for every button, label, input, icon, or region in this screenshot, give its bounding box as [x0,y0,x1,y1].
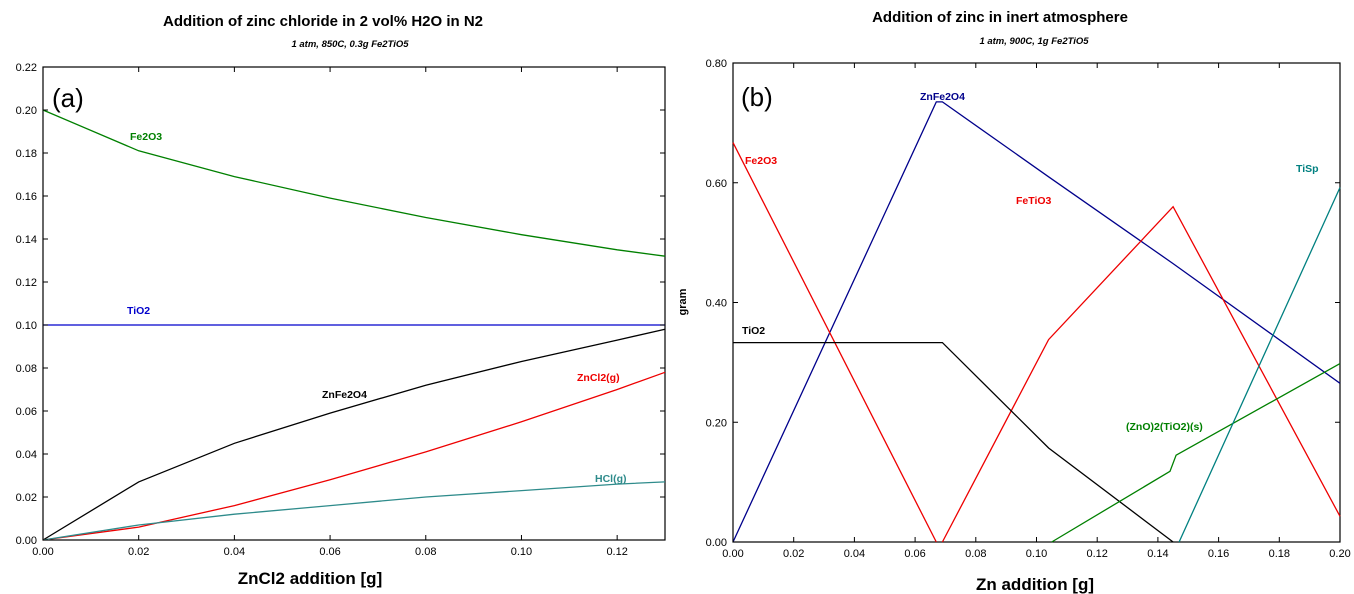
chart-b-x-axis-label-text: Zn addition [g] [976,575,1094,594]
chart-a-y-tick-label: 0.02 [16,492,37,504]
chart-a-x-tick-label: 0.12 [606,546,627,558]
label-a-fe2o3: Fe2O3 [130,131,162,143]
chart-a-x-tick-label: 0.04 [224,546,245,558]
label-b-fetio3: FeTiO3 [1016,195,1052,207]
label-b-tisp: TiSp [1296,163,1319,175]
chart-b-x-tick-label: 0.02 [783,548,804,560]
chart-b-y-tick-label: 0.60 [706,178,727,190]
label-a-hclg: HCl(g) [595,473,627,485]
chart-a-panel-label: (a) [52,83,84,113]
chart-a-y-tick-label: 0.20 [16,105,37,117]
chart-b-title-text: Addition of zinc in inert atmosphere [872,9,1128,26]
chart-a-y-tick-label: 0.08 [16,363,37,375]
chart-b-x-tick-label: 0.14 [1147,548,1168,560]
chart-a: Addition of zinc chloride in 2 vol% H2O … [16,13,666,588]
label-a-znfe2o4: ZnFe2O4 [322,389,367,401]
chart-a-series-hcl-g [42,481,666,541]
chart-a-y-tick-label: 0.16 [16,191,37,203]
chart-b-x-tick-label: 0.04 [844,548,865,560]
chart-b-y-ticks: 0.00 0.20 0.40 0.60 0.80 [706,58,1340,549]
chart-b-subtitle: 1 atm, 900C, 1g Fe2TiO5 [979,36,1089,47]
chart-a-series-fe2o3 [42,109,666,257]
chart-b-x-tick-label: 0.18 [1269,548,1290,560]
chart-b-y-axis-label: gram [677,288,689,315]
chart-a-y-tick-label: 0.14 [16,234,37,246]
chart-a-x-tick-label: 0.06 [319,546,340,558]
chart-a-y-tick-label: 0.18 [16,148,37,160]
label-b-tio2: TiO2 [742,325,765,337]
label-b-zno2tio2: (ZnO)2(TiO2)(s) [1126,421,1203,433]
chart-b-y-axis-label-text: gram [677,288,689,315]
label-a-tio2: TiO2 [127,305,150,317]
chart-b-series-zno-2-tio2-s [1051,363,1341,543]
chart-a-y-tick-label: 0.12 [16,277,37,289]
chart-b-subtitle-text: 1 atm, 900C, 1g Fe2TiO5 [979,36,1089,47]
chart-a-x-tick-label: 0.02 [128,546,149,558]
chart-b-series-znfe2o4 [732,101,1341,543]
chart-b-x-tick-label: 0.10 [1026,548,1047,560]
chart-b-x-tick-label: 0.16 [1208,548,1229,560]
chart-a-subtitle: 1 atm, 850C, 0.3g Fe2TiO5 [291,39,409,50]
chart-b-x-tick-label: 0.00 [722,548,743,560]
chart-a-x-tick-label: 0.10 [511,546,532,558]
chart-b-frame [732,62,1341,543]
chart-b-series-fetio3 [941,205,1341,543]
chart-a-y-tick-label: 0.22 [16,62,37,74]
chart-a-title-text: Addition of zinc chloride in 2 vol% H2O … [163,13,483,30]
chart-a-title: Addition of zinc chloride in 2 vol% H2O … [163,13,483,30]
chart-a-y-tick-label: 0.06 [16,406,37,418]
chart-a-series-znfe2o4 [42,328,666,541]
chart-b-x-ticks: 0.00 0.02 0.04 0.06 0.08 0.10 0.12 0.14 0.16 0.18… [722,63,1351,560]
chart-b: Addition of zinc in inert atmosphere 1 a… [677,9,1351,594]
chart-b-panel-label: (b) [741,82,773,112]
chart-a-series [42,109,666,541]
chart-b-title: Addition of zinc in inert atmosphere [872,9,1128,26]
chart-a-x-tick-label: 0.00 [32,546,53,558]
chart-a-y-tick-label: 0.10 [16,320,37,332]
label-b-znfe2o4: ZnFe2O4 [920,91,965,103]
chart-a-y-ticks: 0.00 0.02 0.04 0.06 0.08 0.10 0.12 0.14 0.16 0.18… [16,62,665,547]
chart-a-subtitle-text: 1 atm, 850C, 0.3g Fe2TiO5 [291,39,409,50]
chart-b-x-tick-label: 0.08 [965,548,986,560]
chart-b-y-tick-label: 0.80 [706,58,727,70]
chart-b-series-tisp [1178,187,1341,543]
chart-b-series-tio2 [733,341,1174,543]
label-b-fe2o3: Fe2O3 [745,155,777,167]
chart-a-x-axis-label-text: ZnCl2 addition [g] [238,569,382,588]
chart-b-x-axis-label: Zn addition [g] [976,575,1094,594]
label-a-zncl2g: ZnCl2(g) [577,372,620,384]
chart-a-frame [42,66,666,541]
chart-b-y-tick-label: 0.20 [706,417,727,429]
chart-b-y-tick-label: 0.00 [706,537,727,549]
chart-a-x-axis-label: ZnCl2 addition [g] [238,569,382,588]
chart-b-x-tick-label: 0.06 [904,548,925,560]
chart-a-x-ticks: 0.00 0.02 0.04 0.06 0.08 0.10 0.12 [32,67,628,558]
chart-b-series [732,101,1341,543]
chart-a-x-tick-label: 0.08 [415,546,436,558]
chart-b-x-tick-label: 0.20 [1329,548,1350,560]
chart-b-x-tick-label: 0.12 [1086,548,1107,560]
chart-b-y-tick-label: 0.40 [706,298,727,310]
chart-a-y-tick-label: 0.04 [16,449,37,461]
chart-a-y-tick-label: 0.00 [16,535,37,547]
